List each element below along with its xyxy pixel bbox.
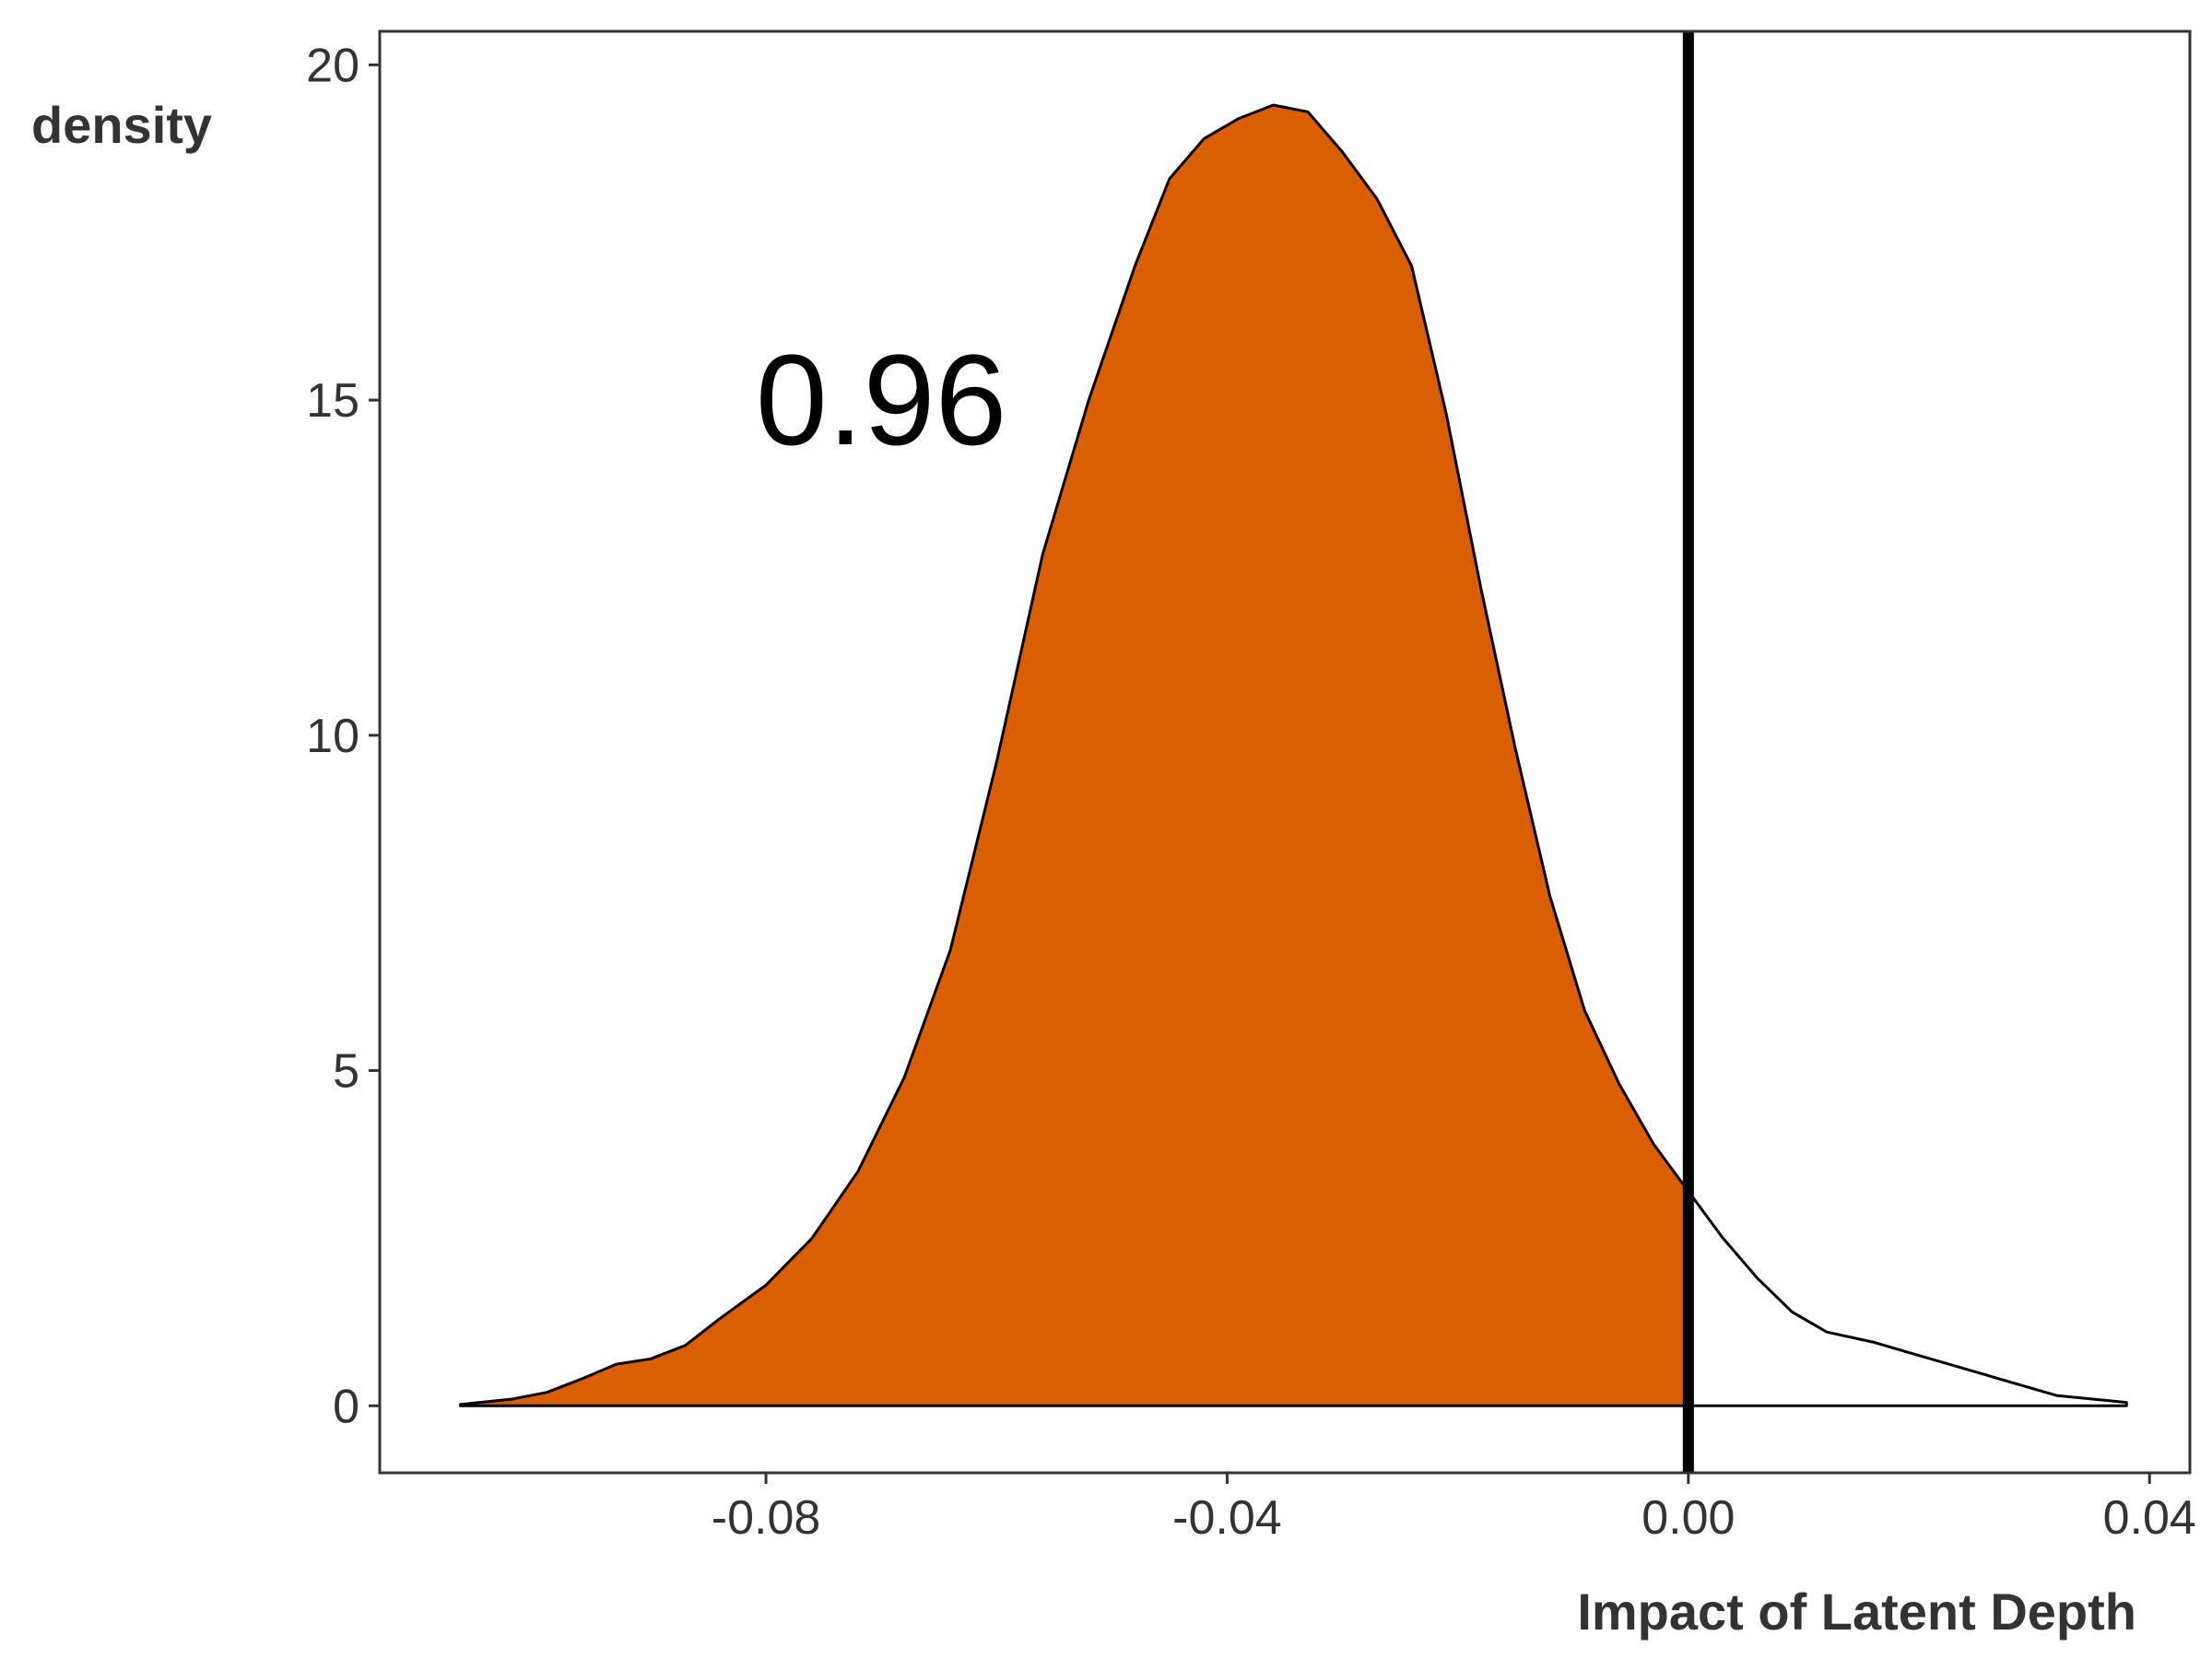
- x-tick-label: 0.04: [2103, 1491, 2196, 1545]
- plot-area: [459, 31, 2128, 1473]
- y-tick-label: 0: [333, 1380, 359, 1433]
- probability-annotation: 0.96: [756, 327, 1006, 472]
- panel-border: [378, 29, 2192, 1475]
- axes: 0 5 10 15 20 -0.08 -0.04 0.00 0.04: [306, 29, 2196, 1545]
- x-tick-label: -0.04: [1172, 1491, 1282, 1545]
- x-tick-label: -0.08: [712, 1491, 821, 1545]
- shaded-area: [460, 105, 1688, 1406]
- y-tick-label: 20: [306, 39, 359, 92]
- y-tick-label: 15: [306, 374, 359, 428]
- y-tick-label: 10: [306, 710, 359, 763]
- x-tick-label: 0.00: [1641, 1491, 1735, 1545]
- y-tick-label: 5: [333, 1045, 359, 1099]
- x-axis-title: Impact of Latent Depth: [1577, 1583, 2136, 1641]
- y-axis-title: density: [31, 96, 212, 154]
- density-curve: [459, 103, 2128, 1407]
